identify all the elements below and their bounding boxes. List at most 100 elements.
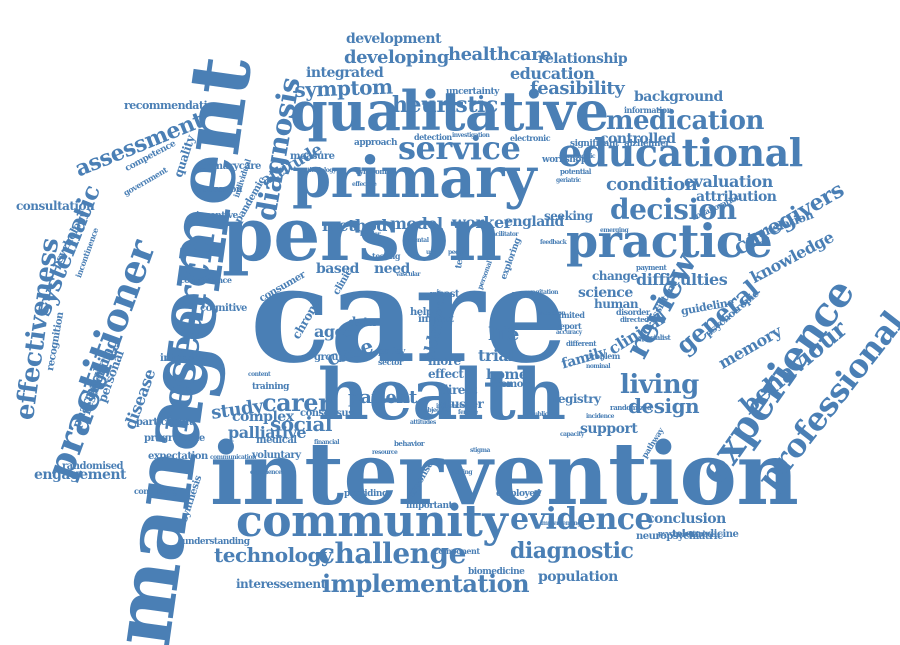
cloud-word: disorder (616, 307, 650, 317)
cloud-word: integrated (306, 65, 384, 81)
cloud-word: problem (586, 351, 620, 361)
cloud-word: development (346, 31, 442, 47)
cloud-word: policy (378, 347, 405, 357)
cloud-word: recommendation (124, 99, 222, 112)
cloud-word: rate (430, 289, 444, 298)
cloud-word: workshop (542, 155, 587, 165)
cloud-word: financial (314, 439, 340, 446)
cloud-word: feasibility (530, 78, 625, 99)
cloud-word: testing (372, 251, 400, 261)
cloud-word: continuing (134, 486, 178, 496)
cloud-word: capacity (560, 431, 584, 438)
cloud-word: effective (352, 181, 377, 188)
cloud-word: female (458, 409, 478, 416)
cloud-word: human (594, 297, 639, 311)
cloud-word: living (620, 370, 699, 400)
cloud-word: design (628, 394, 700, 418)
cloud-word: social (270, 412, 332, 436)
cloud-word: different (566, 339, 597, 348)
cloud-word: england (504, 214, 564, 230)
cloud-word: palliative (228, 423, 307, 442)
cloud-word: person (222, 192, 502, 278)
cloud-word: science (578, 285, 633, 301)
cloud-word: agitation (532, 289, 558, 296)
cloud-word: randomised (62, 461, 124, 472)
cloud-word: expectation (148, 451, 208, 462)
cloud-word: method (322, 216, 388, 235)
cloud-word: sector (378, 357, 403, 367)
cloud-word: psychological (658, 529, 705, 538)
cloud-word: facilitator (490, 231, 519, 238)
cloud-word: communication (210, 454, 256, 461)
cloud-word: trial (478, 346, 514, 365)
cloud-word: qualitative (290, 79, 609, 143)
cloud-word: syndrome (356, 167, 391, 176)
cloud-word: month (512, 289, 536, 298)
cloud-word: relationship (538, 51, 628, 67)
cloud-word: approach (354, 138, 398, 148)
cloud-word: need (374, 261, 410, 277)
cloud-word: model (390, 214, 443, 233)
cloud-word: interessement (236, 577, 326, 591)
cloud-word: registry (552, 392, 601, 406)
cloud-word: concordance (180, 275, 232, 285)
cloud-word: specialist (638, 333, 671, 342)
cloud-word: incentive (196, 211, 238, 221)
cloud-word: directed (620, 315, 649, 324)
cloud-word: use (426, 249, 437, 256)
cloud-word: neuropsychiatric (636, 531, 723, 542)
cloud-word: significant (570, 139, 619, 149)
cloud-word: implementation (322, 569, 530, 598)
cloud-word: potential (560, 167, 591, 176)
cloud-word: stigma (470, 447, 490, 454)
cloud-word: measure (290, 151, 335, 162)
cloud-word: education (510, 64, 595, 83)
cloud-word: payment (636, 263, 667, 272)
cloud-word: direct (440, 383, 477, 397)
cloud-word: healthcare (448, 44, 552, 65)
cloud-word: intervention (210, 424, 799, 525)
cloud-word: support (580, 421, 638, 437)
cloud-word: experiences (250, 469, 285, 476)
cloud-word: incidence (586, 413, 614, 420)
cloud-word: people (448, 249, 468, 256)
cloud-word: condition (606, 174, 698, 195)
cloud-word: effect (428, 367, 464, 381)
cloud-word: important (406, 501, 453, 511)
cloud-word: barrier (360, 231, 381, 238)
cloud-word: population (538, 569, 618, 585)
cloud-word: background (634, 89, 723, 105)
cloud-word: objective (424, 407, 450, 414)
cloud-word: discussion (194, 185, 242, 195)
cloud-word: medical (256, 435, 297, 446)
cloud-word: vascular (396, 271, 421, 278)
cloud-word: primarycare (198, 161, 261, 172)
cloud-word: voluntary (252, 450, 301, 461)
cloud-word: help (410, 307, 433, 318)
cloud-word: geriatric (556, 177, 581, 184)
cloud-word: consensus (300, 408, 354, 419)
cloud-word: conclusion (646, 511, 726, 527)
cloud-word: service (398, 129, 521, 167)
cloud-word: diagnostic (510, 538, 634, 564)
cloud-word: employed (496, 489, 541, 499)
cloud-word: alzheimer (624, 139, 670, 149)
cloud-word: challenge (318, 537, 466, 570)
cloud-word: participant (136, 417, 193, 428)
cloud-word: nominal (586, 363, 611, 370)
cloud-word: setting (452, 469, 473, 476)
cloud-word: cluster (440, 397, 484, 411)
cloud-word: home (486, 367, 528, 383)
cloud-word: uncertainty (446, 87, 499, 97)
cloud-word: understanding (182, 537, 250, 547)
cloud-word: programme (144, 433, 205, 444)
cloud-word: content (248, 371, 271, 378)
cloud-word: electronic (510, 133, 551, 143)
cloud-word: biomedicine (468, 567, 525, 577)
cloud-word: educational (558, 130, 803, 175)
cloud-word: evidence (510, 502, 654, 537)
cloud-word: heuristic (392, 92, 498, 118)
cloud-word: emerging (600, 227, 629, 234)
cloud-word: health (318, 353, 566, 436)
